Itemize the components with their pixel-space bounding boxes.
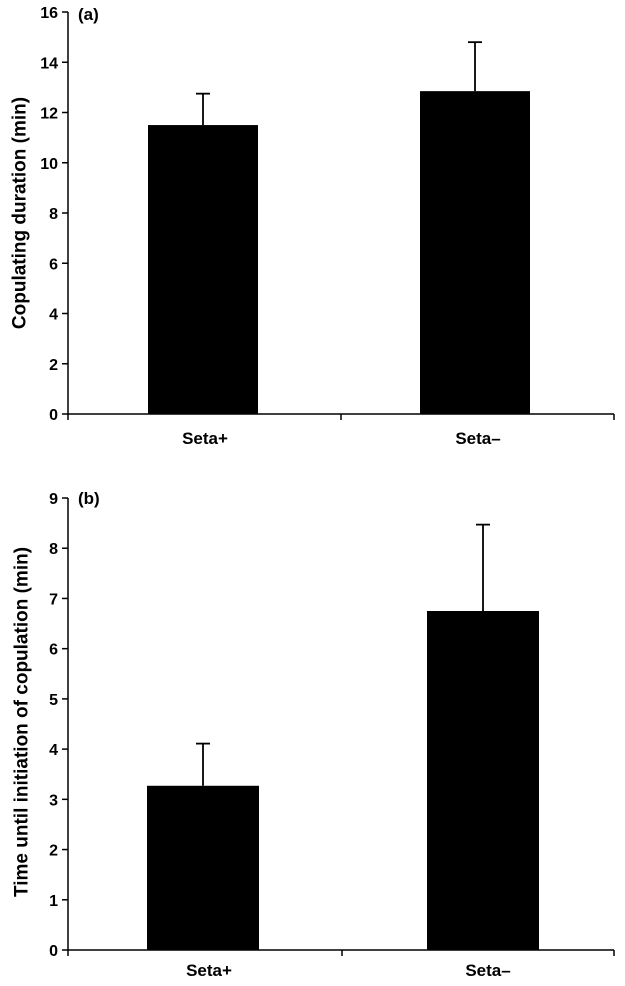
category-label: Seta– — [455, 429, 500, 448]
panel-b: 0 1 2 3 4 5 6 7 8 9 Seta+ Seta– Time until initiatio… — [12, 489, 615, 980]
y-tick-label: 2 — [49, 357, 58, 374]
y-tick-label: 6 — [49, 256, 58, 273]
panel-label: (b) — [78, 489, 100, 508]
panel-a: 0 2 4 6 8 10 12 14 16 Seta+ Seta– Copulating durati… — [10, 5, 615, 448]
y-tick-label: 9 — [49, 491, 58, 508]
y-tick-label: 6 — [49, 642, 58, 659]
y-tick-label: 2 — [49, 843, 58, 860]
y-tick-label: 0 — [49, 943, 58, 960]
y-tick-label: 4 — [49, 307, 58, 324]
y-tick-label: 10 — [40, 156, 58, 173]
bar-seta-plus — [148, 125, 258, 414]
bar-seta-plus — [147, 785, 259, 950]
category-label: Seta+ — [182, 429, 228, 448]
y-tick-label: 5 — [49, 692, 58, 709]
y-tick-label: 14 — [40, 55, 58, 72]
panel-label: (a) — [78, 5, 99, 24]
y-tick-label: 12 — [40, 106, 58, 123]
y-tick-label: 0 — [49, 407, 58, 424]
y-tick-label: 16 — [40, 5, 58, 22]
y-tick-label: 7 — [49, 591, 58, 608]
y-tick-label: 4 — [49, 742, 58, 759]
category-label: Seta+ — [186, 961, 232, 980]
bar-seta-minus — [427, 611, 539, 950]
y-tick-label: 8 — [49, 541, 58, 558]
y-axis-title: Copulating duration (min) — [10, 97, 31, 329]
y-axis-title: Time until initiation of copulation (min… — [12, 547, 33, 897]
category-label: Seta– — [465, 961, 510, 980]
bar-seta-minus — [420, 91, 530, 415]
y-tick-label: 1 — [49, 893, 58, 910]
y-tick-label: 3 — [49, 792, 58, 809]
y-tick-label: 8 — [49, 206, 58, 223]
